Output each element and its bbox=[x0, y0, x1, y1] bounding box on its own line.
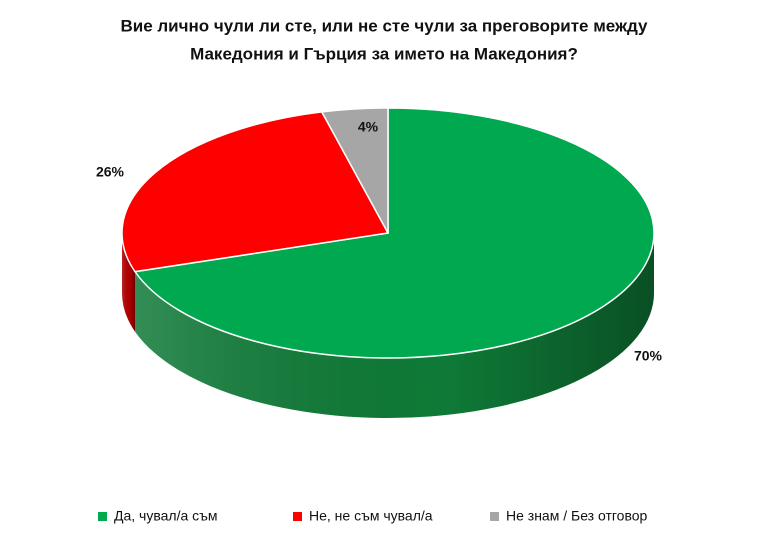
legend-swatch bbox=[490, 512, 499, 521]
slice-side-shade bbox=[135, 233, 654, 419]
legend-label: Не знам / Без отговор bbox=[506, 508, 648, 524]
data-label: 26% bbox=[96, 164, 125, 180]
slice bbox=[320, 107, 389, 234]
slice-side-shade bbox=[122, 233, 136, 332]
legend-label: Не, не съм чувал/а bbox=[309, 508, 433, 524]
slice bbox=[121, 111, 390, 273]
chart-title: Македония и Гърция за името на Македония… bbox=[190, 44, 578, 63]
legend-swatch bbox=[293, 512, 302, 521]
chart-title: Вие лично чули ли сте, или не сте чули з… bbox=[120, 16, 648, 35]
data-label: 70% bbox=[634, 348, 663, 364]
legend-swatch bbox=[98, 512, 107, 521]
legend-label: Да, чувал/а съм bbox=[114, 508, 218, 524]
slice bbox=[133, 107, 655, 359]
data-label: 4% bbox=[358, 119, 379, 135]
